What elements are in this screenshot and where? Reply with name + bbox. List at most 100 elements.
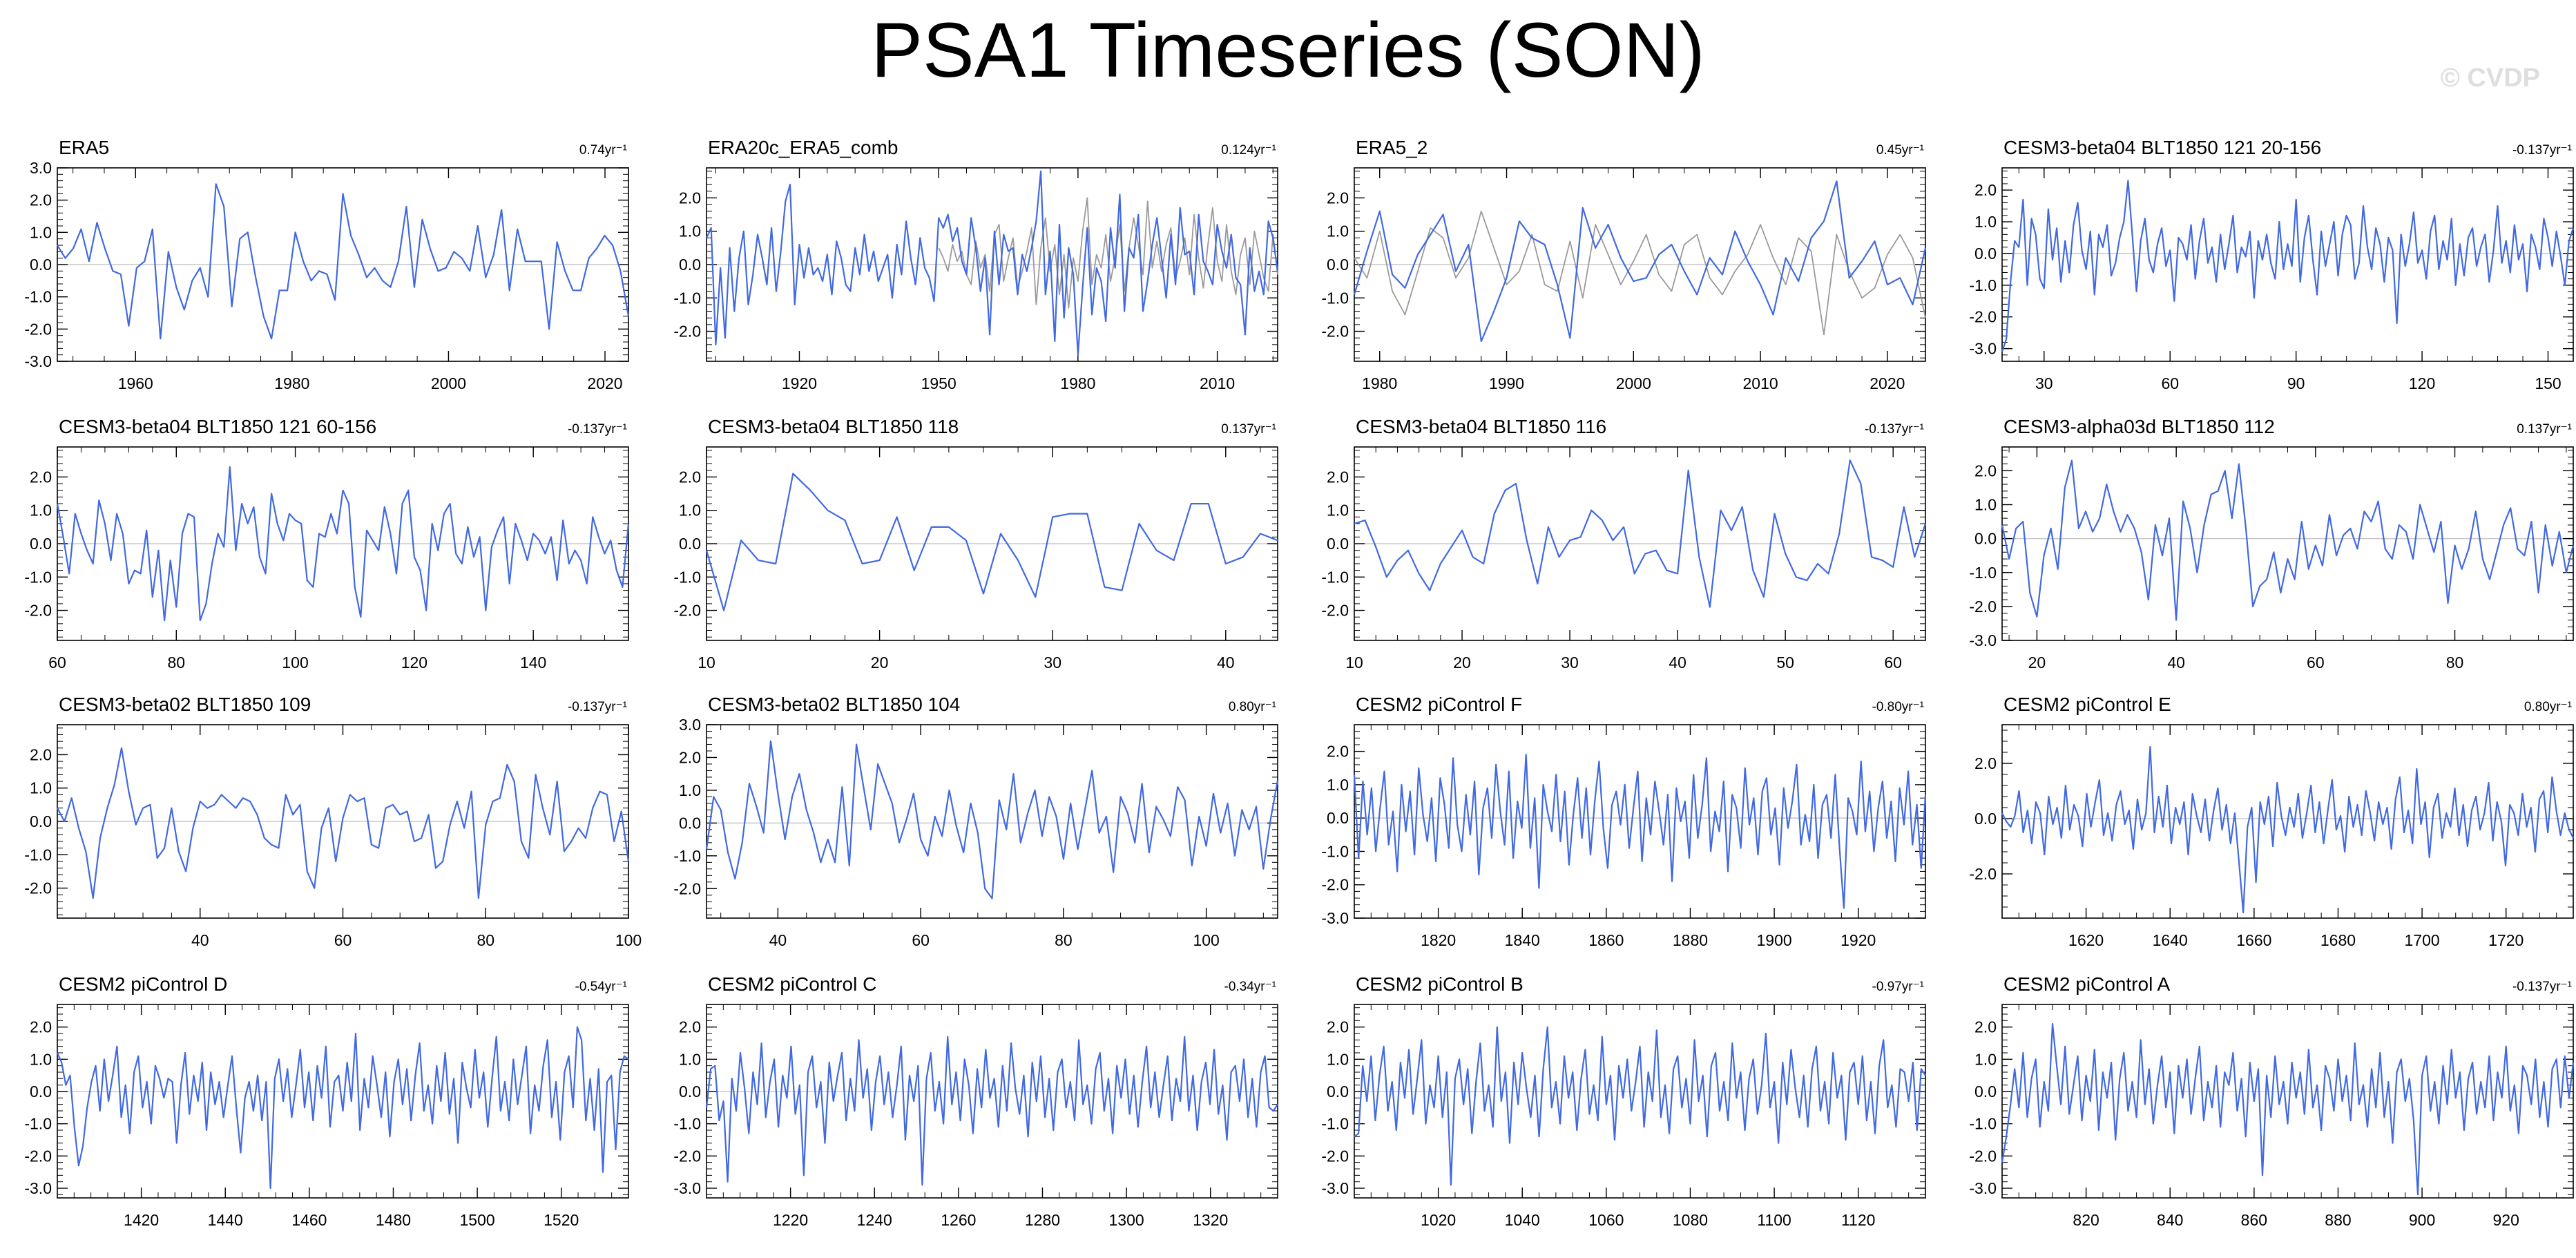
x-tick-label: 40: [191, 931, 209, 949]
plot-frame: [706, 1004, 1278, 1199]
chart-title: CESM3-beta04 BLT1850 121 20-156: [2003, 137, 2321, 158]
plot-frame: [2001, 167, 2574, 362]
trend-label: -0.137yr⁻¹: [568, 700, 627, 714]
chart-panel-13: CESM2 piControl D -0.54yr⁻¹ -3.0 -2.0 -1.0 0.…: [24, 973, 629, 1229]
x-tick-label: 1420: [124, 1211, 159, 1229]
x-tick-label: 80: [167, 654, 185, 671]
plot-frame: [1354, 1004, 1926, 1199]
y-tick-label: -2.0: [1321, 1147, 1349, 1165]
x-tick-label: 860: [2241, 1211, 2267, 1229]
y-tick-label: 1.0: [679, 1050, 701, 1068]
trend-label: 0.137yr⁻¹: [1221, 422, 1276, 437]
y-tick-label: 2.0: [679, 748, 701, 766]
y-tick-label: 2.0: [30, 468, 52, 486]
chart-title: ERA20c_ERA5_comb: [708, 137, 898, 158]
y-tick-label: 1.0: [1327, 1050, 1349, 1068]
series-line-main: [2001, 180, 2575, 352]
y-tick-label: -3.0: [1321, 909, 1349, 927]
x-tick-label: 50: [1776, 654, 1794, 671]
x-tick-label: 1950: [921, 374, 957, 392]
y-tick-label: -1.0: [24, 846, 52, 864]
y-tick-label: -1.0: [1321, 1115, 1349, 1133]
y-tick-label: 2.0: [1327, 1018, 1349, 1036]
chart-title: CESM2 piControl C: [708, 973, 876, 995]
y-tick-label: 0.0: [30, 256, 52, 274]
x-tick-label: 60: [2161, 374, 2179, 392]
chart-title: CESM2 piControl F: [1356, 694, 1522, 715]
x-tick-label: 1980: [1362, 374, 1397, 392]
x-tick-label: 1280: [1025, 1211, 1060, 1229]
series-line-overlay: [938, 197, 1278, 309]
y-tick-label: 2.0: [1974, 461, 1997, 479]
series-line-main: [2001, 745, 2574, 914]
x-tick-label: 60: [334, 931, 352, 949]
x-tick-label: 880: [2325, 1211, 2351, 1229]
chart-panel-15: CESM2 piControl B -0.97yr⁻¹ -3.0 -2.0 -1.0 0.…: [1321, 973, 1926, 1229]
trend-label: -0.137yr⁻¹: [2512, 980, 2572, 994]
x-tick-label: 1680: [2320, 931, 2356, 949]
y-tick-label: 2.0: [1974, 754, 1997, 772]
chart-panel-6: CESM3-beta04 BLT1850 118 0.137yr⁻¹ -2.0 -1.…: [673, 416, 1278, 671]
y-tick-label: -3.0: [1969, 340, 1997, 358]
x-tick-label: 900: [2409, 1211, 2435, 1229]
y-tick-label: 1.0: [30, 779, 52, 797]
x-tick-label: 2020: [1869, 374, 1905, 392]
y-tick-label: -1.0: [673, 568, 701, 586]
y-tick-label: 3.0: [30, 159, 52, 177]
x-tick-label: 140: [520, 654, 546, 671]
chart-title: ERA5: [59, 137, 109, 158]
y-tick-label: 0.0: [30, 535, 52, 553]
y-tick-label: -1.0: [1321, 842, 1349, 860]
y-tick-label: -1.0: [1321, 289, 1349, 307]
x-tick-label: 1660: [2236, 931, 2271, 949]
y-tick-label: -2.0: [1969, 308, 1997, 326]
x-tick-label: 100: [1193, 931, 1219, 949]
y-tick-label: -3.0: [673, 1179, 701, 1197]
x-tick-label: 1240: [857, 1211, 892, 1229]
y-tick-label: 1.0: [1974, 213, 1997, 231]
x-tick-label: 60: [1884, 654, 1902, 671]
y-tick-label: -2.0: [673, 323, 701, 341]
chart-panel-10: CESM3-beta02 BLT1850 104 0.80yr⁻¹ -2.0 -1.0…: [673, 694, 1279, 949]
y-tick-label: 1.0: [30, 223, 52, 241]
x-tick-label: 1960: [118, 374, 153, 392]
y-tick-label: -2.0: [1969, 598, 1997, 616]
series-line-main: [1353, 180, 1927, 343]
x-tick-label: 1300: [1109, 1211, 1144, 1229]
y-tick-label: 1.0: [30, 502, 52, 520]
x-tick-label: 2000: [1616, 374, 1651, 392]
y-tick-label: 0.0: [1327, 535, 1349, 553]
chart-panel-3: ERA5_2 0.45yr⁻¹ -2.0 -1.0 0.0 1.0 2.0 1980 1990 2…: [1321, 137, 1927, 392]
trend-label: 0.80yr⁻¹: [1229, 700, 1276, 714]
chart-panel-7: CESM3-beta04 BLT1850 116 -0.137yr⁻¹ -2.0 -1…: [1321, 416, 1927, 671]
x-tick-label: 1320: [1193, 1211, 1228, 1229]
x-tick-label: 100: [615, 931, 642, 949]
series-line-main: [1354, 1026, 1926, 1186]
y-tick-label: 1.0: [1974, 1050, 1997, 1068]
chart-title: CESM2 piControl D: [59, 973, 227, 995]
x-tick-label: 840: [2157, 1211, 2183, 1229]
x-tick-label: 10: [1345, 654, 1363, 671]
x-tick-label: 60: [912, 931, 930, 949]
page-title: PSA1 Timeseries (SON): [871, 7, 1705, 93]
series-line-main: [2001, 459, 2575, 621]
x-tick-label: 30: [1561, 654, 1579, 671]
trend-label: -0.34yr⁻¹: [1224, 980, 1277, 994]
series-line-main: [706, 170, 1279, 356]
y-tick-label: 0.0: [1974, 530, 1997, 548]
x-tick-label: 1880: [1673, 931, 1708, 949]
chart-panel-11: CESM2 piControl F -0.80yr⁻¹ -3.0 -2.0 -1.0 0.…: [1321, 694, 1927, 949]
chart-panel-1: ERA5 0.74yr⁻¹ -3.0 -2.0 -1.0 0.0 1.0 2.0 3.0 1960…: [24, 137, 630, 392]
y-tick-label: 0.0: [1327, 809, 1349, 827]
x-tick-label: 80: [477, 931, 494, 949]
x-tick-label: 10: [698, 654, 715, 671]
x-tick-label: 30: [2035, 374, 2053, 392]
chart-title: CESM2 piControl E: [2003, 694, 2171, 715]
y-tick-label: 1.0: [30, 1050, 52, 1068]
x-tick-label: 1500: [460, 1211, 495, 1229]
y-tick-label: 1.0: [1974, 496, 1997, 514]
x-tick-label: 1100: [1757, 1211, 1791, 1229]
series-line-main: [57, 747, 630, 899]
y-tick-label: -1.0: [673, 289, 701, 307]
